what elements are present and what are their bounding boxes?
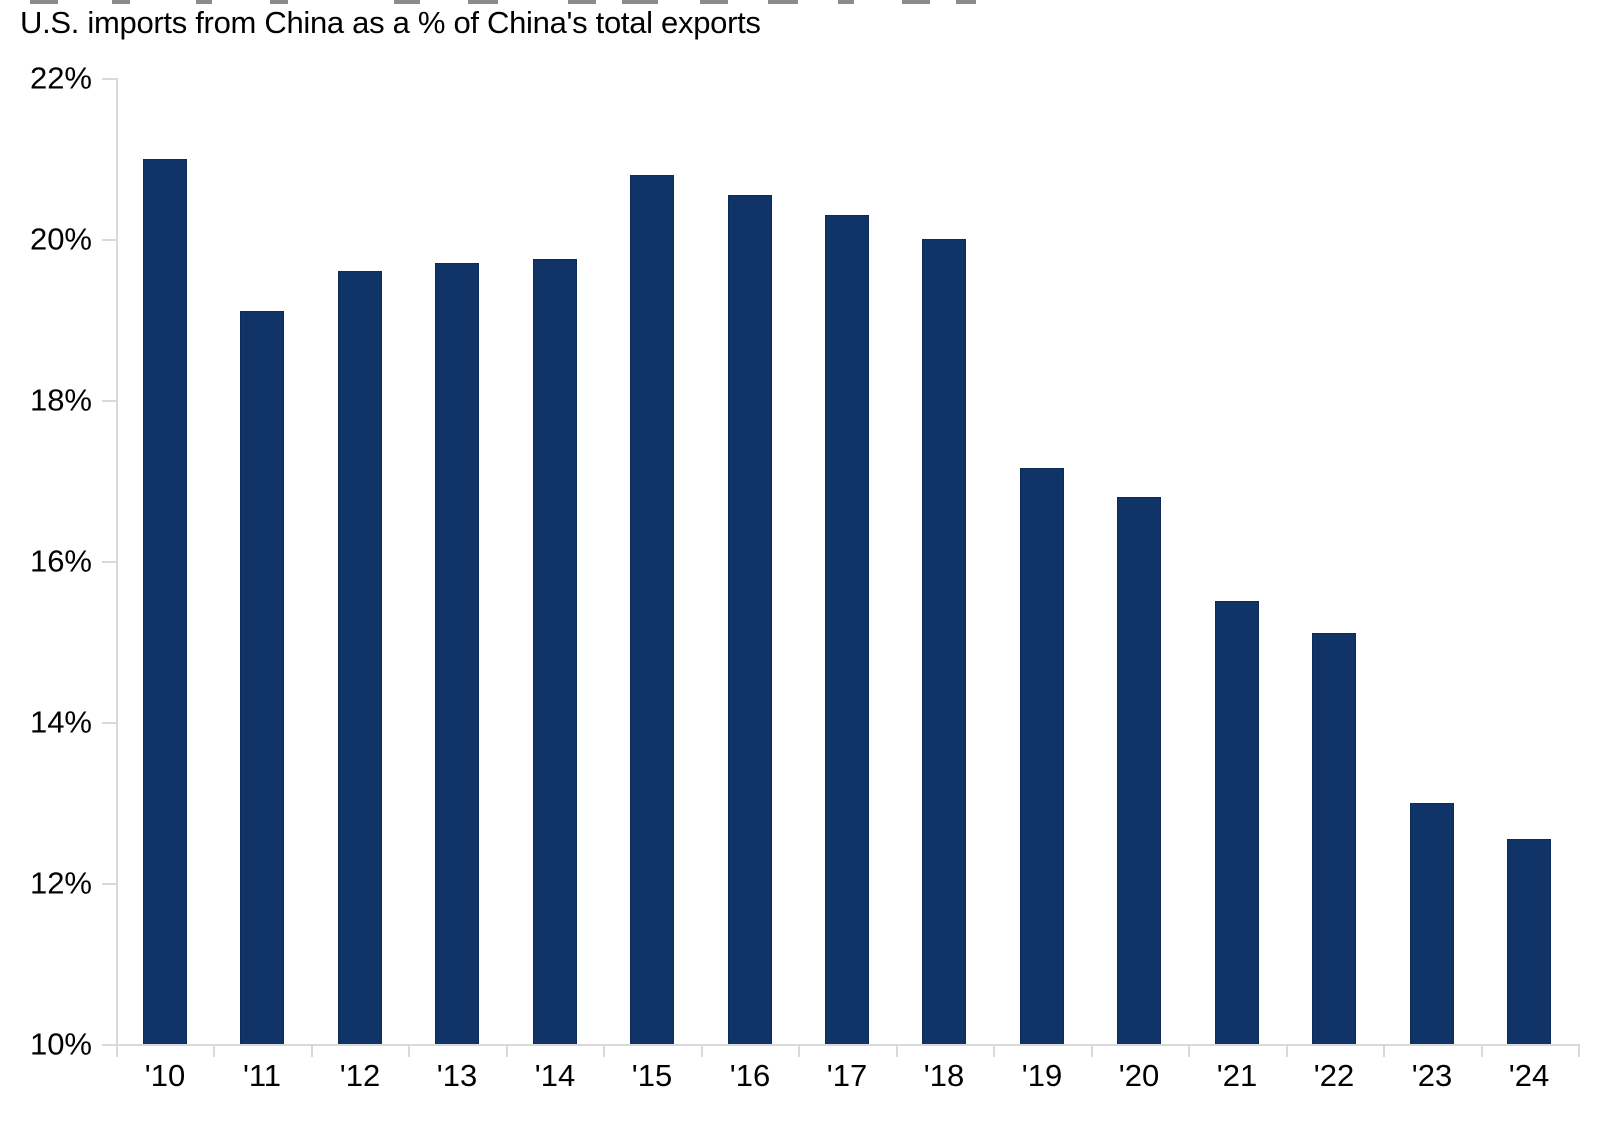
y-axis-tick-label: 22% bbox=[29, 60, 92, 96]
bar-16 bbox=[728, 195, 772, 1044]
y-axis-tick bbox=[102, 883, 116, 885]
y-axis-tick-label: 16% bbox=[29, 543, 92, 579]
cropped-content-remnant bbox=[768, 0, 798, 4]
cropped-content-remnant bbox=[394, 0, 420, 4]
bar-20 bbox=[1117, 497, 1161, 1044]
y-axis-tick bbox=[102, 722, 116, 724]
cropped-content-remnant bbox=[196, 0, 212, 4]
bar-23 bbox=[1410, 803, 1454, 1044]
x-axis-tick bbox=[311, 1044, 313, 1057]
x-axis-label: '12 bbox=[339, 1058, 381, 1093]
y-axis-tick-label: 12% bbox=[29, 865, 92, 901]
x-axis-label: '18 bbox=[923, 1058, 965, 1093]
x-axis-label: '20 bbox=[1118, 1058, 1160, 1093]
cropped-content-remnant bbox=[112, 0, 130, 4]
bar-13 bbox=[435, 263, 479, 1044]
cropped-content-remnant bbox=[622, 0, 658, 4]
x-axis-label: '16 bbox=[729, 1058, 771, 1093]
bar-17 bbox=[825, 215, 869, 1044]
x-axis-label: '14 bbox=[534, 1058, 576, 1093]
x-axis-label: '23 bbox=[1411, 1058, 1453, 1093]
x-axis-tick bbox=[1481, 1044, 1483, 1057]
x-axis-label: '24 bbox=[1508, 1058, 1550, 1093]
x-axis-tick bbox=[896, 1044, 898, 1057]
x-axis-line bbox=[116, 1044, 1580, 1046]
chart-title: U.S. imports from China as a % of China'… bbox=[20, 5, 761, 40]
y-axis-tick-label: 20% bbox=[29, 221, 92, 257]
x-axis-tick bbox=[701, 1044, 703, 1057]
y-axis-line bbox=[116, 78, 118, 1046]
bar-22 bbox=[1312, 633, 1356, 1044]
cropped-content-remnant bbox=[956, 0, 976, 4]
bar-19 bbox=[1020, 468, 1064, 1044]
bar-18 bbox=[922, 239, 966, 1044]
y-axis-tick bbox=[102, 239, 116, 241]
x-axis-tick bbox=[506, 1044, 508, 1057]
x-axis-tick bbox=[408, 1044, 410, 1057]
x-axis-label: '11 bbox=[242, 1058, 282, 1093]
y-axis-tick-label: 18% bbox=[29, 382, 92, 418]
x-axis-label: '21 bbox=[1216, 1058, 1258, 1093]
x-axis-tick bbox=[1188, 1044, 1190, 1057]
x-axis-tick bbox=[798, 1044, 800, 1057]
x-axis-tick bbox=[993, 1044, 995, 1057]
bar-21 bbox=[1215, 601, 1259, 1044]
x-axis-tick bbox=[116, 1044, 118, 1057]
x-axis-tick bbox=[1091, 1044, 1093, 1057]
x-axis-label: '15 bbox=[631, 1058, 673, 1093]
y-axis-tick-label: 14% bbox=[29, 704, 92, 740]
bar-11 bbox=[240, 311, 284, 1044]
y-axis-tick bbox=[102, 400, 116, 402]
x-axis-label: '22 bbox=[1313, 1058, 1355, 1093]
x-axis-label: '10 bbox=[144, 1058, 186, 1093]
bar-24 bbox=[1507, 839, 1551, 1044]
bar-10 bbox=[143, 159, 187, 1044]
x-axis-tick bbox=[1578, 1044, 1580, 1057]
bar-14 bbox=[533, 259, 577, 1044]
x-axis-tick bbox=[603, 1044, 605, 1057]
cropped-content-remnant bbox=[838, 0, 854, 4]
cropped-content-remnant bbox=[30, 0, 58, 4]
y-axis-tick bbox=[102, 1044, 116, 1046]
bar-15 bbox=[630, 175, 674, 1044]
x-axis-label: '19 bbox=[1021, 1058, 1063, 1093]
y-axis-tick bbox=[102, 561, 116, 563]
cropped-content-remnant bbox=[568, 0, 596, 4]
x-axis-label: '17 bbox=[826, 1058, 868, 1093]
cropped-content-remnant bbox=[270, 0, 288, 4]
x-axis-tick bbox=[213, 1044, 215, 1057]
x-axis-tick bbox=[1383, 1044, 1385, 1057]
cropped-content-remnant bbox=[468, 0, 498, 4]
cropped-content-remnant bbox=[902, 0, 930, 4]
x-axis-tick bbox=[1286, 1044, 1288, 1057]
y-axis-tick bbox=[102, 78, 116, 80]
bar-12 bbox=[338, 271, 382, 1044]
cropped-content-remnant bbox=[700, 0, 728, 4]
x-axis-label: '13 bbox=[436, 1058, 478, 1093]
y-axis-tick-label: 10% bbox=[29, 1026, 92, 1062]
